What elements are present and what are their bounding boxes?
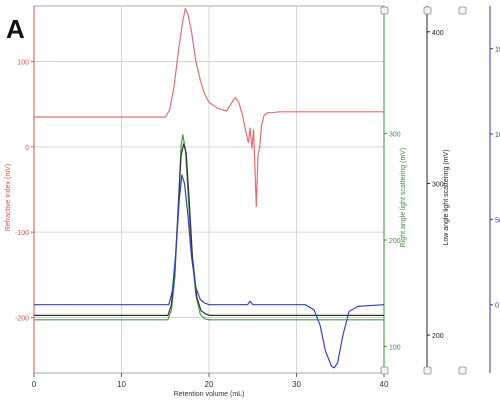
refractive-index-tick-label: -100 bbox=[15, 230, 29, 237]
viscometer-dp-tick-label: 0 bbox=[495, 303, 499, 310]
axis-scroll-handle bbox=[423, 6, 432, 15]
viscometer-dp-tick-label: 50 bbox=[495, 217, 500, 224]
low-angle-ls-tick-label: 400 bbox=[432, 30, 444, 37]
x-tick-label: 20 bbox=[205, 380, 214, 389]
axis-scroll-handle bbox=[380, 6, 389, 15]
viscometer-dp-tick-label: 100 bbox=[495, 132, 500, 139]
panel-label: A bbox=[6, 14, 25, 44]
low-angle-ls-axis-label: Low angle light scattering (mV) bbox=[443, 149, 450, 245]
refractive-index-tick-label: -200 bbox=[15, 316, 29, 323]
axis-scroll-handle bbox=[380, 366, 389, 375]
axis-scroll-handle bbox=[423, 366, 432, 375]
x-tick-label: 30 bbox=[292, 380, 301, 389]
refractive-index-tick-label: 100 bbox=[17, 59, 29, 66]
refractive-index-axis-label: Refractive index (mV) bbox=[5, 164, 12, 231]
x-axis-label: Retention volume (mL) bbox=[174, 391, 245, 398]
x-tick-label: 10 bbox=[117, 380, 126, 389]
low-angle-ls-tick-label: 300 bbox=[432, 181, 444, 188]
viscometer-dp-trace bbox=[34, 174, 385, 369]
refractive-index-tick-label: 0 bbox=[25, 145, 29, 152]
refractive-index-trace bbox=[34, 8, 384, 208]
axis-scroll-handle bbox=[458, 6, 467, 15]
axis-scroll-handle bbox=[458, 366, 467, 375]
x-tick-label: 40 bbox=[380, 380, 389, 389]
viscometer-dp-tick-label: 150 bbox=[495, 47, 500, 54]
right-angle-ls-tick-label: 300 bbox=[389, 132, 401, 139]
right-angle-ls-tick-label: 100 bbox=[389, 344, 401, 351]
x-tick-label: 0 bbox=[32, 380, 37, 389]
right-angle-ls-axis-label: Right angle light scattering (mV) bbox=[400, 148, 407, 248]
right-angle-ls-tick-label: 200 bbox=[389, 238, 401, 245]
low-angle-ls-tick-label: 200 bbox=[432, 333, 444, 340]
